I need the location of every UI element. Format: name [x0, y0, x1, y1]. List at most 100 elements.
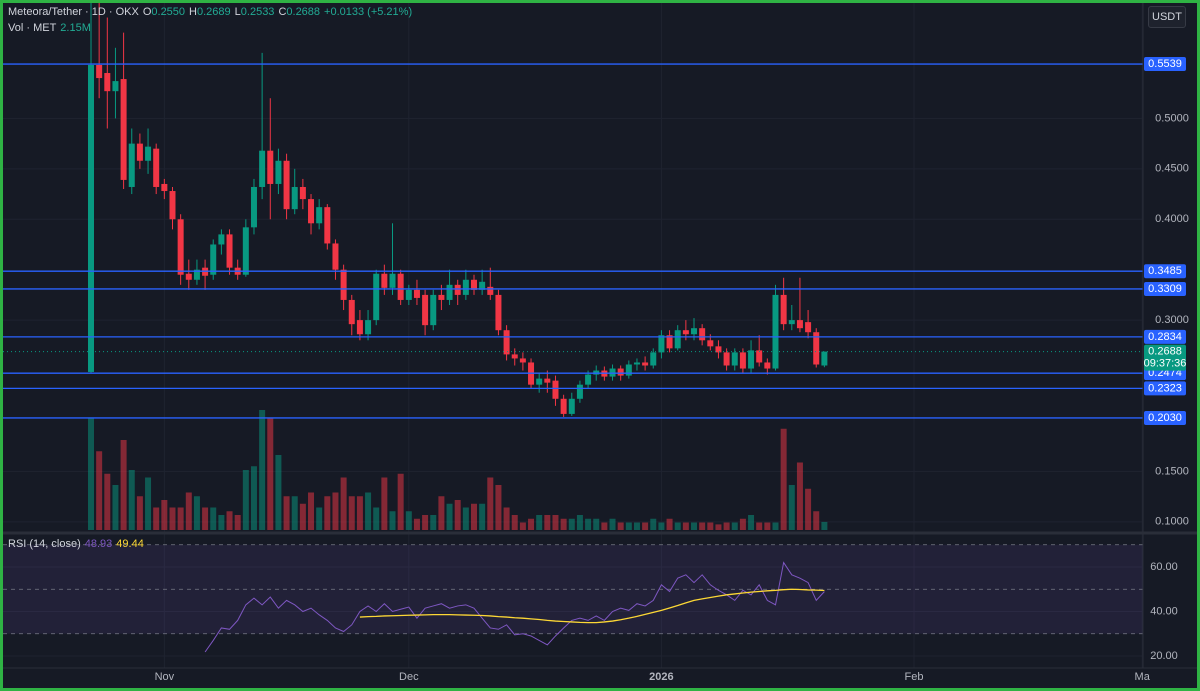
level-tag: [1144, 381, 1186, 396]
level-tag: [1144, 281, 1186, 296]
volume-bar: [405, 511, 412, 530]
candle-body: [633, 362, 640, 365]
volume-bar: [365, 492, 372, 530]
level-label: 0.3309: [1148, 283, 1182, 295]
candle-body: [128, 143, 135, 187]
candle-body: [519, 358, 526, 363]
volume-bar: [356, 496, 363, 530]
volume-bar: [234, 515, 241, 530]
volume-bar: [650, 518, 657, 530]
level-tag: [1144, 264, 1186, 279]
candle-body: [250, 186, 257, 228]
volume-bar: [145, 477, 152, 530]
volume-bar: [658, 522, 665, 530]
volume-bar: [283, 496, 290, 530]
x-tick-label: Ma: [1135, 671, 1151, 683]
volume-bar: [267, 417, 274, 530]
candle-body: [299, 186, 306, 200]
candle-body: [413, 289, 420, 298]
volume-bar: [348, 496, 355, 530]
level-label: 0.3485: [1148, 265, 1182, 277]
level-label: 0.2030: [1148, 412, 1182, 424]
candle-body: [193, 269, 200, 280]
candle-body: [96, 64, 103, 79]
ohlc-key: O: [142, 6, 152, 18]
y-tick-label: 0.4500: [1155, 163, 1189, 175]
candle-body: [136, 143, 143, 161]
candle-body: [373, 273, 380, 321]
level-tag: [1144, 410, 1186, 425]
rsi-legend: RSI (14, close) 48.93 49.44: [8, 538, 144, 550]
volume-bar: [511, 515, 518, 530]
last-price-label: 0.2688: [1148, 345, 1182, 357]
volume-bar: [250, 466, 257, 530]
volume-bar: [731, 522, 738, 530]
volume-bar: [340, 477, 347, 530]
volume-bar: [552, 515, 559, 530]
candle-body: [674, 330, 681, 349]
level-tag: [1144, 329, 1186, 344]
volume-bar: [788, 485, 795, 530]
x-tick-label: 2026: [649, 671, 673, 683]
volume-bar: [487, 477, 494, 530]
ohlc-item: H0.2689: [189, 6, 231, 18]
volume-bar: [739, 518, 746, 530]
candle-body: [308, 199, 315, 224]
candle-body: [153, 148, 160, 187]
volume-bar: [153, 507, 160, 530]
volume-bar: [316, 507, 323, 530]
volume-bar: [707, 522, 714, 530]
candle-body: [487, 286, 494, 295]
candle-body: [699, 328, 706, 341]
candle-body: [120, 79, 127, 180]
x-tick-label: Feb: [905, 671, 924, 683]
volume-bar: [136, 496, 143, 530]
currency-button[interactable]: USDT: [1148, 6, 1186, 28]
volume-bar: [682, 522, 689, 530]
volume-bar: [691, 522, 698, 530]
candle-body: [259, 150, 266, 187]
volume-bar: [446, 503, 453, 530]
volume-bar: [299, 503, 306, 530]
volume-bar: [291, 496, 298, 530]
price-pane: [3, 0, 1143, 419]
volume-bar: [796, 462, 803, 530]
rsi-title: RSI (14, close): [8, 538, 81, 550]
candle-body: [568, 398, 575, 414]
ohlc-key: H: [189, 6, 197, 18]
candle-body: [503, 330, 510, 355]
rsi-pane: [3, 544, 1143, 653]
candle-body: [104, 73, 111, 92]
volume-bar: [218, 515, 225, 530]
volume-bar: [275, 455, 282, 530]
volume-bar: [413, 518, 420, 530]
candle-body: [242, 227, 249, 275]
y-tick-label: 0.4000: [1155, 213, 1189, 225]
volume-bar: [568, 518, 575, 530]
x-tick-label: Dec: [399, 671, 419, 683]
candle-body: [780, 294, 787, 325]
volume-bar: [104, 473, 111, 530]
candle-body: [764, 362, 771, 369]
volume-bar: [112, 485, 119, 530]
volume-bar: [161, 500, 168, 530]
volume-bar: [324, 496, 331, 530]
volume-bar: [642, 522, 649, 530]
volume-bar: [226, 511, 233, 530]
rsi-tick-label: 40.00: [1150, 605, 1178, 617]
rsi-ma-value: 49.44: [116, 538, 144, 550]
candle-body: [185, 273, 192, 280]
volume-legend: Vol · MET 2.15M: [8, 22, 91, 34]
candle-body: [495, 294, 502, 331]
volume-bar: [389, 511, 396, 530]
volume-bar: [593, 518, 600, 530]
candle-body: [658, 335, 665, 353]
candle-body: [446, 284, 453, 300]
volume-bar: [185, 492, 192, 530]
candle-body: [536, 378, 543, 385]
volume-bar: [422, 515, 429, 530]
volume-bar: [259, 410, 266, 530]
candle-body: [218, 234, 225, 245]
candle-body: [666, 335, 673, 349]
volume-bar: [120, 440, 127, 530]
